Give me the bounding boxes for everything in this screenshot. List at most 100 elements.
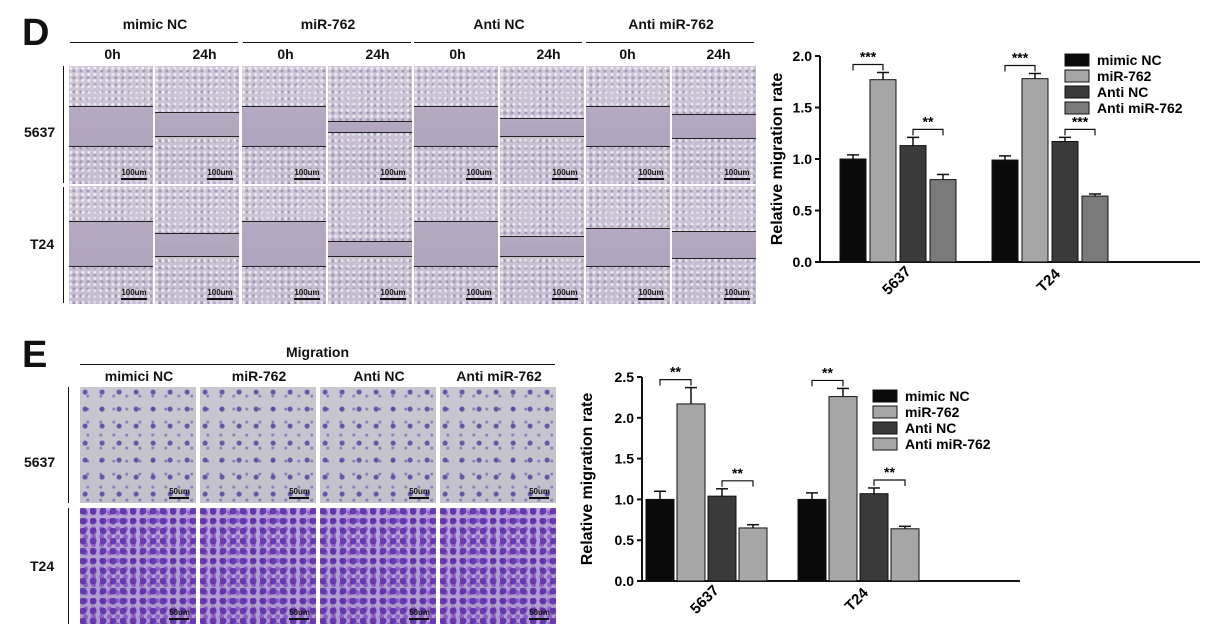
- scale-bar-line: [409, 618, 430, 620]
- wound-edge-line: [672, 258, 756, 259]
- legend-swatch: [1064, 85, 1090, 99]
- scale-bar-line: [169, 497, 190, 499]
- row-bracket: [63, 66, 64, 183]
- row-label-5637: 5637: [24, 454, 56, 470]
- scale-bar-line: [121, 178, 147, 180]
- legend-label: Anti NC: [1097, 84, 1148, 100]
- wound-gap: [672, 231, 756, 258]
- wound-edge-line: [328, 256, 412, 257]
- legend-label: mimic NC: [1097, 52, 1162, 68]
- bar: [929, 179, 957, 263]
- legend-swatch: [1064, 101, 1090, 115]
- scale-bar-label: 50um: [169, 608, 190, 617]
- scratch-image: 100um: [328, 66, 412, 184]
- wound-edge-line: [242, 146, 326, 147]
- significance-bracket: [811, 379, 844, 387]
- row-label-t24: T24: [30, 236, 55, 252]
- wound-edge-line: [672, 138, 756, 139]
- scale-bar-line: [289, 618, 310, 620]
- significance-bracket: [1064, 128, 1096, 136]
- y-tick-label: 1.5: [793, 100, 813, 116]
- wound-gap: [586, 228, 670, 266]
- wound-edge-line: [414, 106, 498, 107]
- scale-bar-label: 50um: [289, 608, 310, 617]
- wound-edge-line: [328, 121, 412, 122]
- scale-bar-line: [466, 178, 492, 180]
- bar: [676, 403, 706, 582]
- chart-d: 0.0 0.5 1.0 1.5 2.0 Relative migration rate 56…: [769, 48, 1200, 299]
- scale-bar: 100um: [380, 168, 406, 180]
- wound-edge-line: [414, 266, 498, 267]
- wound-edge-line: [155, 112, 239, 113]
- timepoint-0h: 0h: [449, 46, 466, 62]
- header-mimici-nc: mimici NC: [104, 368, 174, 384]
- scale-bar-label: 50um: [409, 487, 430, 496]
- wound-gap: [500, 118, 584, 136]
- significance-bracket: [1004, 64, 1036, 72]
- scale-bar: 100um: [207, 288, 233, 300]
- wound-edge-line: [414, 221, 498, 222]
- scale-bar-label: 100um: [121, 288, 147, 297]
- y-tick-label: 0.5: [615, 532, 635, 548]
- scale-bar-line: [380, 298, 406, 300]
- scratch-image: 100um: [242, 186, 326, 304]
- scale-bar-line: [638, 178, 664, 180]
- panel-d-label: D: [22, 12, 50, 54]
- wound-edge-line: [69, 146, 153, 147]
- scale-bar-label: 50um: [529, 487, 550, 496]
- header-anti-nc: Anti NC: [353, 368, 405, 384]
- y-tick-label: 2.5: [615, 369, 635, 385]
- scale-bar: 100um: [466, 168, 492, 180]
- wound-edge-line: [242, 266, 326, 267]
- wound-edge-line: [155, 233, 239, 234]
- scratch-image: 100um: [672, 186, 756, 304]
- scratch-image: 100um: [155, 66, 239, 184]
- wound-edge-line: [586, 266, 670, 267]
- scale-bar-line: [552, 298, 578, 300]
- header-underline: [243, 42, 411, 43]
- transwell-image: 50um: [320, 508, 436, 624]
- significance-bracket: [659, 379, 692, 386]
- scale-bar: 50um: [409, 487, 430, 499]
- legend-label: Anti miR-762: [905, 436, 991, 452]
- header-underline: [70, 42, 238, 43]
- y-tick-label: 0.0: [615, 573, 635, 589]
- wound-gap: [242, 106, 326, 146]
- timepoint-24h: 24h: [536, 46, 561, 62]
- scale-bar-label: 100um: [552, 288, 578, 297]
- scale-bar-line: [552, 178, 578, 180]
- scale-bar-line: [724, 298, 750, 300]
- row-bracket: [68, 387, 69, 503]
- scale-bar-line: [207, 178, 233, 180]
- scale-bar: 100um: [552, 288, 578, 300]
- scale-bar-line: [380, 178, 406, 180]
- scratch-image: 100um: [69, 66, 153, 184]
- legend-swatch: [872, 405, 898, 419]
- significance-label: **: [732, 465, 743, 481]
- wound-edge-line: [586, 228, 670, 229]
- scale-bar: 100um: [466, 288, 492, 300]
- wound-edge-line: [672, 114, 756, 115]
- row-label-t24: T24: [30, 558, 55, 574]
- bar: [1021, 78, 1049, 263]
- wound-edge-line: [672, 231, 756, 232]
- scale-bar-label: 100um: [121, 168, 147, 177]
- significance-label: **: [884, 464, 895, 480]
- scale-bar: 100um: [724, 168, 750, 180]
- scale-bar: 50um: [409, 608, 430, 620]
- wound-gap: [69, 106, 153, 146]
- scale-bar: 100um: [121, 168, 147, 180]
- wound-edge-line: [328, 241, 412, 242]
- scratch-image: 100um: [69, 186, 153, 304]
- scale-bar-line: [294, 298, 320, 300]
- timepoint-0h: 0h: [104, 46, 121, 62]
- wound-edge-line: [414, 146, 498, 147]
- legend-swatch: [1064, 69, 1090, 83]
- wound-edge-line: [242, 221, 326, 222]
- transwell-image: 50um: [200, 387, 316, 503]
- header-mir762: miR-762: [300, 16, 356, 32]
- y-axis-label: Relative migration rate: [579, 393, 596, 566]
- migration-title: Migration: [286, 344, 349, 360]
- scratch-image: 100um: [414, 66, 498, 184]
- y-tick-label: 1.0: [615, 491, 635, 507]
